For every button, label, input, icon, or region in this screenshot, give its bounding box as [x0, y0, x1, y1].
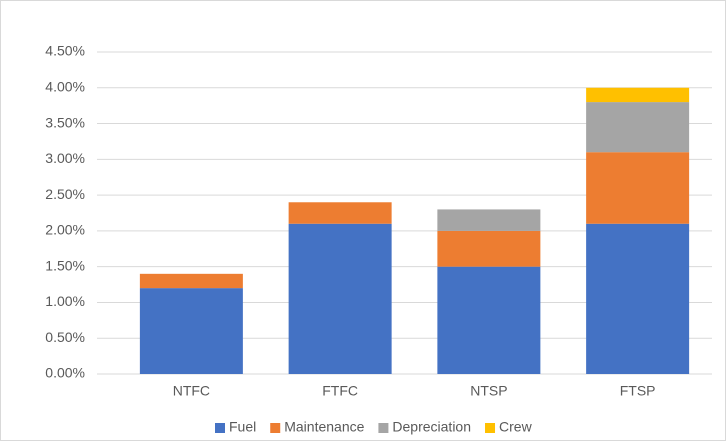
y-tick-label: 2.50% — [45, 186, 85, 202]
legend-label: Depreciation — [392, 419, 471, 435]
y-tick-label: 1.50% — [45, 257, 85, 273]
y-tick-label: 2.00% — [45, 222, 85, 238]
x-tick-label: NTFC — [173, 383, 210, 399]
bar-segment — [437, 266, 541, 374]
legend-label: Fuel — [229, 419, 256, 435]
y-tick-label: 3.00% — [45, 150, 85, 166]
bar-segment — [586, 223, 690, 374]
bar-segment — [586, 87, 690, 103]
bar-segment — [437, 230, 541, 267]
bar-segment — [139, 288, 243, 374]
y-tick-label: 3.50% — [45, 114, 85, 130]
bar-segment — [288, 202, 392, 224]
y-tick-label: 4.50% — [45, 43, 85, 59]
y-tick-label: 0.50% — [45, 329, 85, 345]
y-tick-label: 0.00% — [45, 365, 85, 381]
legend-label: Crew — [499, 419, 533, 435]
y-tick-label: 1.00% — [45, 293, 85, 309]
y-tick-label: 4.00% — [45, 78, 85, 94]
legend-swatch — [215, 423, 225, 433]
x-tick-label: NTSP — [470, 383, 507, 399]
bar-segment — [586, 102, 690, 153]
legend-label: Maintenance — [284, 419, 364, 435]
bar-segment — [437, 209, 541, 231]
bar-segment — [139, 273, 243, 289]
x-tick-label: FTFC — [322, 383, 358, 399]
legend-swatch — [378, 423, 389, 433]
x-tick-label: FTSP — [620, 383, 656, 399]
bar-segment — [288, 223, 392, 374]
bar-segment — [586, 152, 690, 224]
legend-swatch — [270, 423, 281, 433]
legend-swatch — [485, 423, 496, 433]
